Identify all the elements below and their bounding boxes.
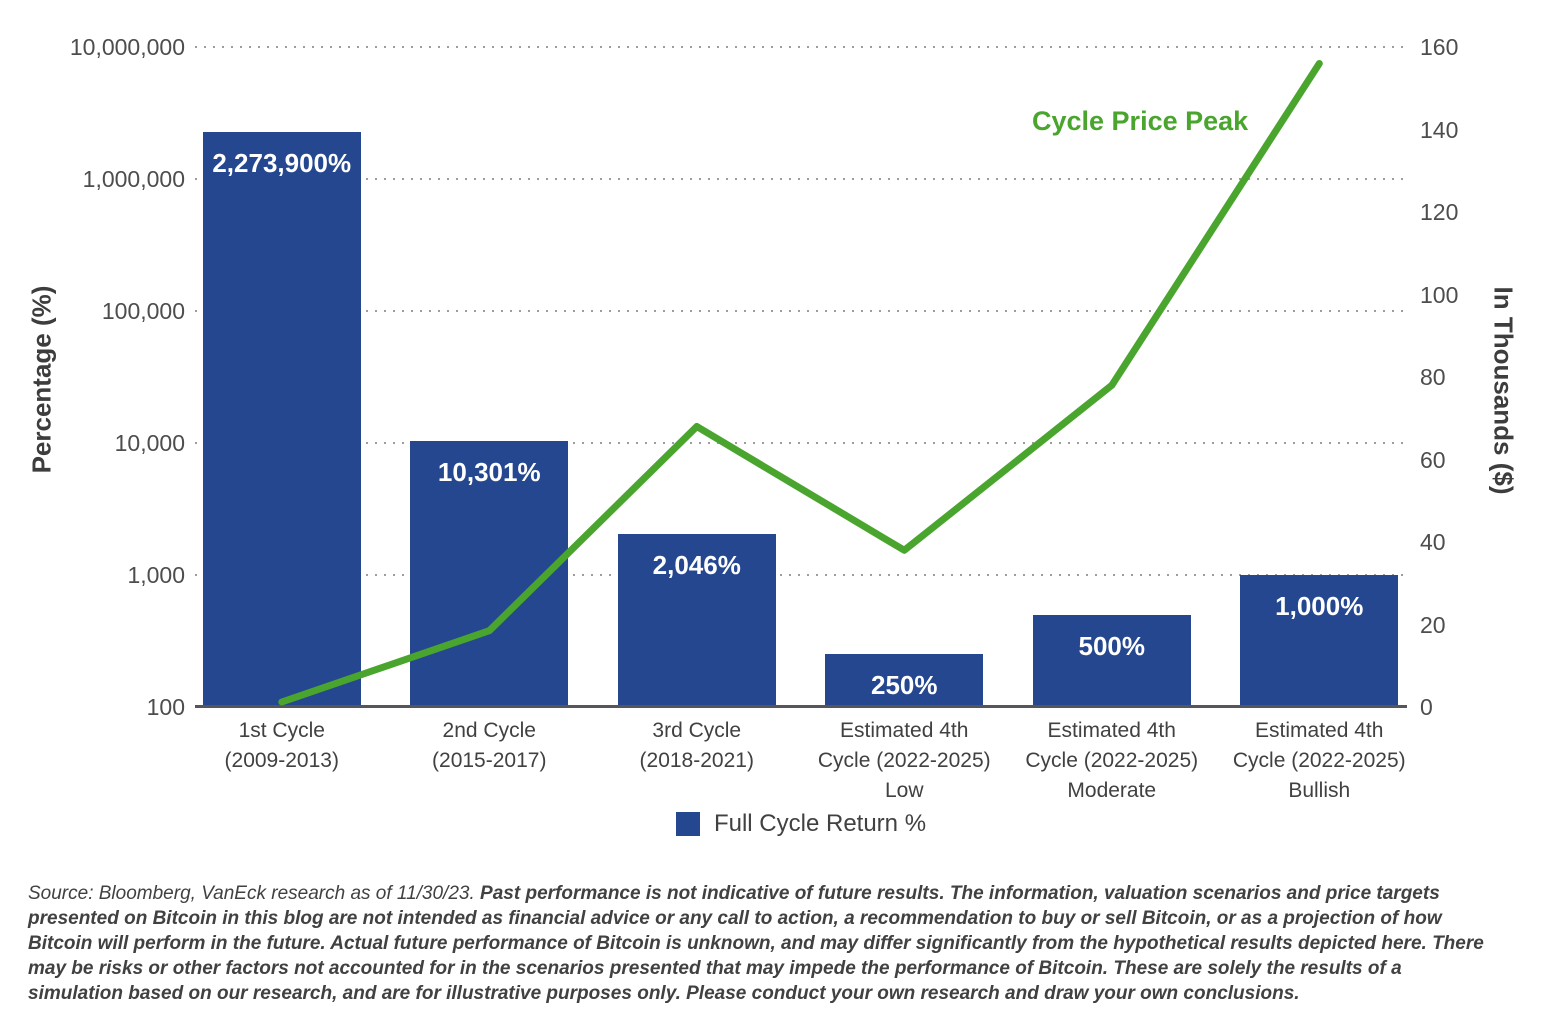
right-axis-tick-label: 100 (1420, 281, 1459, 308)
source-text: Source: Bloomberg, VanEck research as of… (28, 883, 475, 904)
bar-value-label: 500% (1078, 630, 1146, 661)
source-disclaimer: Source: Bloomberg, VanEck research as of… (28, 881, 1490, 1006)
x-category-label: 1st Cycle (2009-2013) (224, 719, 339, 772)
left-axis-tick-label: 1,000 (127, 562, 185, 588)
gridline (195, 46, 1407, 48)
bar: 500% (1032, 614, 1191, 707)
bar-value-label: 10,301% (437, 457, 541, 488)
x-category-label: Estimated 4th Cycle (2022-2025) Bullish (1232, 719, 1406, 802)
legend: Full Cycle Return % (195, 810, 1407, 838)
right-axis-tick-label: 160 (1420, 34, 1459, 60)
left-axis-tick-label: 1,000,000 (82, 166, 185, 192)
legend-swatch-full-cycle-return (675, 812, 700, 836)
left-axis-tick-label: 100,000 (101, 298, 185, 324)
right-axis-tick-label: 80 (1420, 364, 1446, 390)
bar-value-label: 1,000% (1275, 591, 1364, 621)
cycle-price-peak-label: Cycle Price Peak (1032, 106, 1249, 136)
bar: 1,000% (1240, 575, 1399, 707)
right-axis-tick-label: 60 (1420, 446, 1446, 473)
right-axis-tick-label: 0 (1420, 694, 1433, 720)
right-axis-tick-label: 20 (1420, 611, 1446, 638)
right-axis-tick-label: 40 (1420, 529, 1446, 555)
left-axis-tick-label: 10,000 (114, 430, 185, 456)
x-axis-line (195, 705, 1407, 708)
gridline (195, 310, 1407, 312)
right-axis-tick-label: 140 (1420, 116, 1459, 143)
bar-value-label: 2,046% (652, 549, 741, 580)
bar: 2,273,900% (202, 131, 361, 707)
right-axis-tick-label: 120 (1420, 199, 1459, 225)
x-category-label: 3rd Cycle (2018-2021) (639, 719, 754, 772)
bar: 2,046% (617, 533, 776, 707)
left-axis-tick-label: 100 (146, 694, 185, 720)
bar: 250% (825, 654, 984, 707)
bar-value-label: 250% (871, 670, 938, 701)
x-category-label: Estimated 4th Cycle (2022-2025) Moderate (1025, 719, 1199, 802)
disclaimer-text: Past performance is not indicative of fu… (28, 883, 1484, 1004)
gridline (195, 178, 1407, 180)
cycle-price-peak-polyline (278, 60, 1323, 706)
gridline (195, 442, 1407, 444)
x-category-label: 2nd Cycle (2015-2017) (432, 719, 547, 772)
x-category-label: Estimated 4th Cycle (2022-2025) Low (817, 719, 991, 802)
left-axis-tick-label: 10,000,000 (69, 34, 185, 60)
legend-label-full-cycle-return: Full Cycle Return % (713, 810, 927, 837)
bar-value-label: 2,273,900% (212, 147, 352, 178)
gridline (195, 574, 1407, 576)
